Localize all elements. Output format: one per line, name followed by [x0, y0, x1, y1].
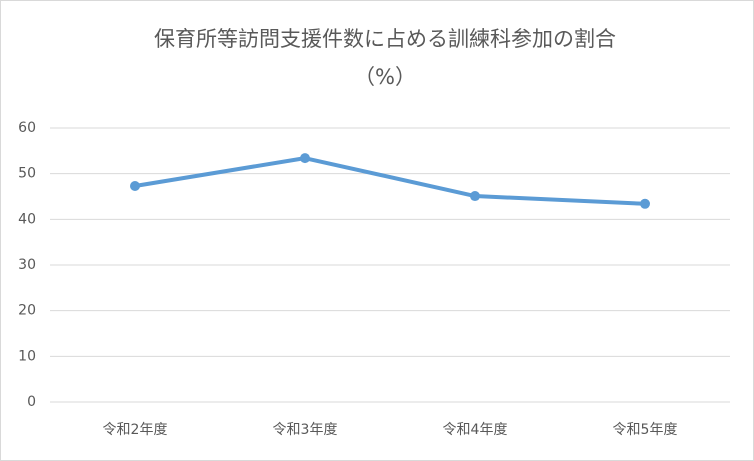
y-tick-label: 40: [18, 211, 36, 227]
y-tick-label: 30: [18, 257, 36, 273]
data-line: [133, 156, 647, 206]
y-tick-label: 0: [27, 394, 36, 410]
chart-title: 保育所等訪問支援件数に占める訓練科参加の割合: [154, 27, 616, 51]
x-tick-label: 令和2年度: [103, 422, 168, 438]
x-tick-label: 令和3年度: [273, 422, 338, 438]
data-point: [470, 191, 480, 202]
data-point: [130, 180, 140, 191]
y-tick-label: 10: [18, 348, 36, 364]
data-point: [640, 198, 650, 209]
y-tick-label: 50: [18, 166, 36, 182]
x-tick-label: 令和4年度: [443, 422, 508, 438]
y-tick-label: 20: [18, 303, 36, 319]
x-tick-label: 令和5年度: [613, 422, 678, 438]
chart-subtitle: （%）: [354, 65, 416, 89]
y-tick-label: 60: [18, 120, 36, 136]
data-point: [300, 153, 310, 164]
